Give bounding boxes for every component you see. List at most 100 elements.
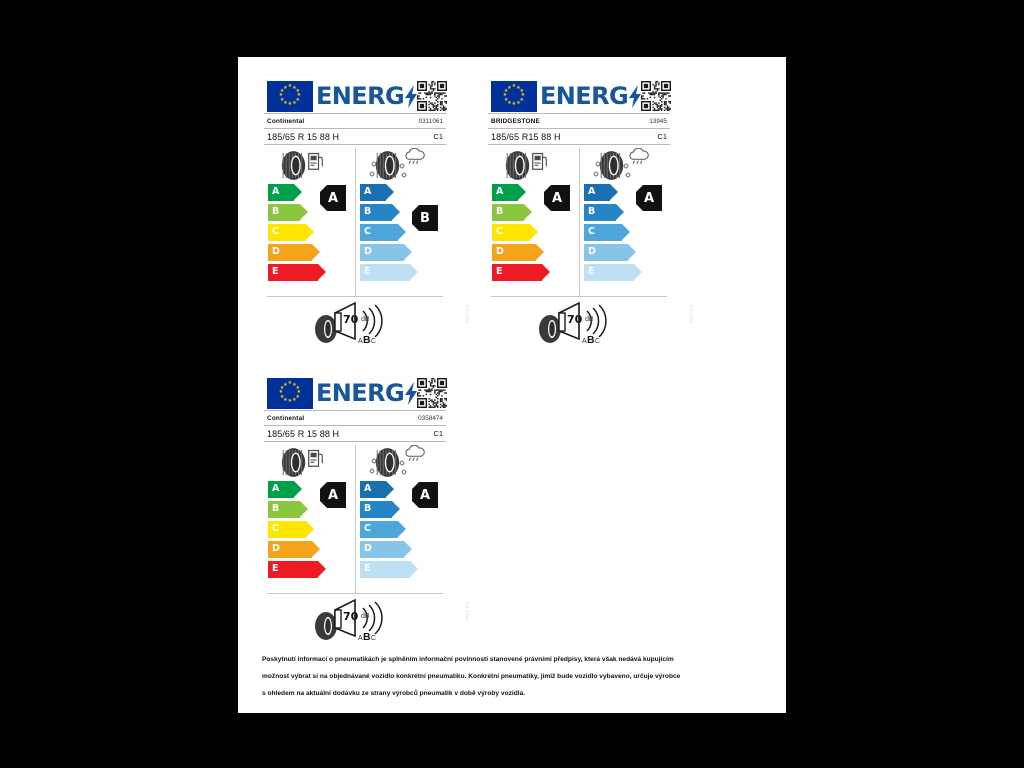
eu-star-icon: ★ [292,84,297,91]
grade-bar-letter: D [272,246,280,257]
eu-star-icon: ★ [295,96,301,103]
grade-bar-letter: D [364,246,372,257]
grade-bar: A [584,184,660,201]
tyre-icon [280,447,307,483]
grade-bar-body [360,224,398,241]
rain-cloud-icon [402,147,428,171]
grade-bar: C [360,521,436,538]
eu-star-icon: ★ [511,83,517,90]
grade-bar-letter: B [364,503,372,514]
tyre-class: C1 [433,132,443,141]
tyre-label: ★ ★ ★ ★ ★ ★ ★ ★ ★ ★ ★ ★ ENERG Continental 0358474 1… [264,374,470,646]
grade-bar: D [268,244,344,261]
eu-star-icon: ★ [287,83,293,90]
tyre-icon [504,150,531,186]
grade-bar-body [360,481,386,498]
fuel-grade-letter: A [327,190,339,206]
noise-class-low: A [582,338,587,345]
grade-bar-body [268,521,306,538]
grade-bar-body [268,224,306,241]
qr-code-icon [417,378,448,408]
noise-class-high: C [370,635,377,642]
grade-bar-body [492,244,536,261]
eu-star-icon: ★ [283,100,288,107]
grade-bar-arrow [410,264,418,280]
grade-bar-body [268,561,318,578]
grade-bar-letter: C [496,226,503,237]
eu-star-icon: ★ [287,101,293,108]
grade-bar-body [360,244,404,261]
noise-class-high: C [370,338,377,345]
eu-star-icon: ★ [287,398,293,405]
grade-bar-arrow [300,501,308,517]
grade-bar-letter: D [588,246,596,257]
side-code: EN-1234 [465,305,470,324]
grade-bar-letter: B [272,206,280,217]
eu-star-icon: ★ [503,96,509,103]
grade-bar-letter: C [588,226,595,237]
eu-star-icon: ★ [287,380,293,387]
noise-class-selected: B [586,334,595,346]
grade-bar-body [584,264,634,281]
grade-bar-arrow [392,204,400,220]
eu-star-icon: ★ [283,381,288,388]
grade-bar: C [268,224,344,241]
fuel-icons [264,445,355,481]
tyre-label: ★ ★ ★ ★ ★ ★ ★ ★ ★ ★ ★ ★ ENERG BRIDGESTONE 13945 185… [488,77,694,349]
eu-star-icon: ★ [502,92,508,99]
grade-bar: D [268,541,344,558]
brand-row: BRIDGESTONE 13945 [488,113,670,128]
loudspeaker-icon: 70 dB ABC [309,598,401,644]
grade-bar-body [584,244,628,261]
grade-bar-arrow [518,184,526,200]
eu-star-icon: ★ [279,384,285,391]
lightning-bolt-icon [405,84,418,108]
grade-bar-arrow [312,244,320,260]
grade-bar: B [492,204,568,221]
brand-name: BRIDGESTONE [491,117,540,125]
grade-bar-letter: E [364,563,371,574]
grade-bar: B [268,204,344,221]
eu-star-icon: ★ [278,92,284,99]
grade-bar-letter: E [272,563,279,574]
grade-bar-arrow [524,204,532,220]
grade-bar-arrow [398,224,406,240]
eu-star-icon: ★ [292,397,297,404]
grade-bar: E [360,264,436,281]
grade-bar-arrow [392,501,400,517]
fuel-pump-icon [532,152,548,175]
grade-bar: B [584,204,660,221]
label-header: ★ ★ ★ ★ ★ ★ ★ ★ ★ ★ ★ ★ ENERG [264,77,448,113]
brand-name: Continental [267,117,305,125]
loudspeaker-icon: 70 dB ABC [309,301,401,347]
grade-bar: A [268,184,344,201]
eu-star-icon: ★ [292,381,297,388]
grade-bar-body [268,264,318,281]
grade-bar-letter: B [272,503,280,514]
fuel-pump-icon [308,449,324,472]
tyre-icon [374,447,401,483]
eu-star-icon: ★ [519,96,525,103]
tyre-icon [280,150,307,186]
size-row: 185/65 R 15 88 H C1 [264,128,446,145]
grade-bar-body [268,501,300,518]
grade-bar: A [492,184,568,201]
noise-class-selected: B [362,631,371,643]
grade-bar-arrow [410,561,418,577]
eu-star-icon: ★ [295,87,301,94]
grade-bar-arrow [536,244,544,260]
grade-bar-letter: A [272,483,280,494]
grade-bar-body [584,184,610,201]
grade-bar-letter: C [272,226,279,237]
fuel-grade-letter: A [327,487,339,503]
lightning-bolt-icon [629,84,642,108]
grade-bar-body [360,501,392,518]
grade-bar: E [492,264,568,281]
